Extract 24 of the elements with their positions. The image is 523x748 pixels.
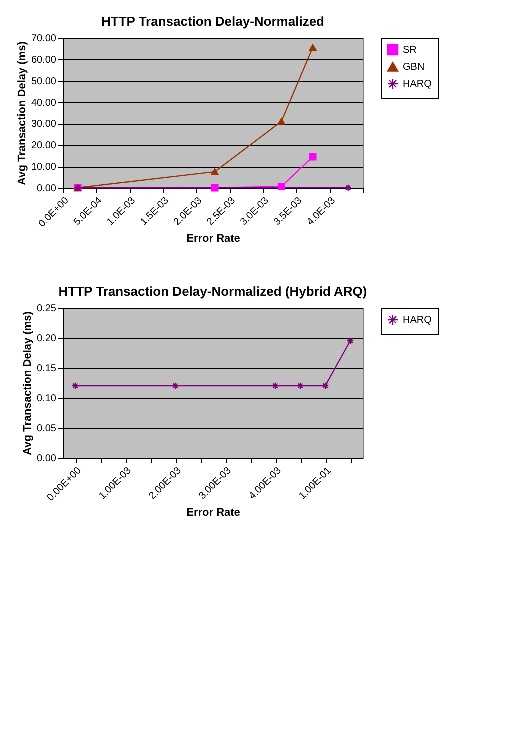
legend-label: HARQ xyxy=(403,79,432,90)
legend-label: SR xyxy=(403,45,417,56)
y-tick-label: 60.00 xyxy=(31,54,57,66)
y-tick-label: 0.10 xyxy=(37,394,57,404)
chart-title: HTTP Transaction Delay-Normalized (Hybrid ARQ) xyxy=(58,284,368,299)
x-axis-title: Error Rate xyxy=(186,507,240,520)
legend-label: GBN xyxy=(403,62,425,73)
y-tick-label: 0.15 xyxy=(37,364,57,374)
y-axis-title: Avg Transaction Delay (ms) xyxy=(16,41,28,186)
y-tick-label: 0.00 xyxy=(37,454,57,464)
y-tick-label: 40.00 xyxy=(31,98,57,109)
y-tick-label: 0.05 xyxy=(37,424,57,434)
legend-label: HARQ xyxy=(403,315,432,326)
y-tick-label: 10.00 xyxy=(31,162,57,174)
y-tick-label: 20.00 xyxy=(31,140,57,152)
y-tick-label: 50.00 xyxy=(31,76,57,88)
x-axis-title: Error Rate xyxy=(186,233,240,246)
y-tick-label: 30.00 xyxy=(31,119,57,130)
y-axis-title: Avg Transaction Delay (ms) xyxy=(22,311,34,456)
chart-title: HTTP Transaction Delay-Normalized xyxy=(102,14,325,29)
y-tick-label: 70.00 xyxy=(31,34,57,44)
y-tick-label: 0.20 xyxy=(37,334,57,344)
y-tick-label: 0.25 xyxy=(37,304,57,314)
y-tick-label: 0.00 xyxy=(37,184,57,194)
